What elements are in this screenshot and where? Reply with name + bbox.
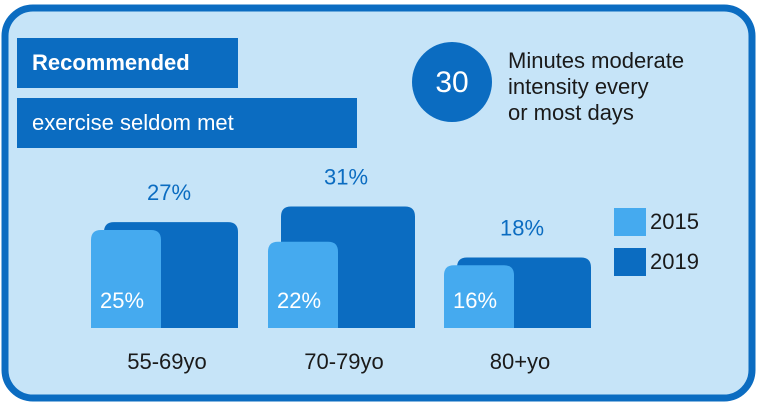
legend-label: 2015: [650, 209, 699, 234]
x-tick-label: 80+yo: [490, 349, 551, 374]
badge-text: or most days: [508, 100, 634, 125]
x-tick-label: 70-79yo: [304, 349, 384, 374]
data-label: 27%: [147, 180, 191, 205]
chart: 27% 31% 18% 25% 22% 16% 55-69yo 70-79yo 80+yo 201…: [91, 164, 699, 374]
badge-text: Minutes moderate: [508, 48, 684, 73]
badge-text: intensity every: [508, 74, 649, 99]
data-label: 18%: [500, 215, 544, 240]
data-label: 22%: [277, 288, 321, 313]
legend-swatch: [614, 208, 646, 236]
legend-label: 2019: [650, 249, 699, 274]
badge-number: 30: [435, 66, 468, 99]
bar: [268, 241, 338, 328]
title: exercise seldom met: [32, 110, 234, 135]
bar: [91, 230, 161, 328]
bar: [444, 265, 514, 328]
legend-swatch: [614, 248, 646, 276]
title-box: [17, 38, 238, 88]
title: Recommended: [32, 50, 190, 75]
x-tick-label: 55-69yo: [127, 349, 207, 374]
title-box: [17, 98, 357, 148]
data-label: 16%: [453, 288, 497, 313]
data-label: 31%: [324, 164, 368, 189]
badge-circle: [412, 42, 492, 122]
data-label: 25%: [100, 288, 144, 313]
